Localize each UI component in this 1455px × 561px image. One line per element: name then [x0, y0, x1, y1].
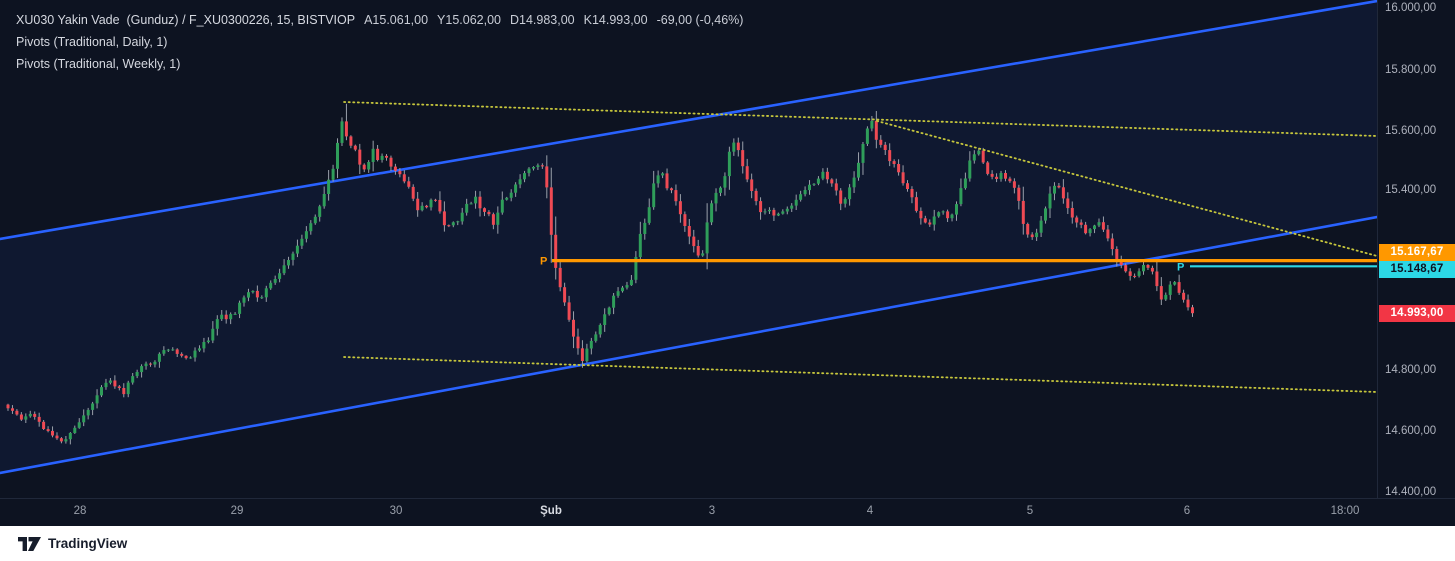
daily-pivot-price-badge: 15.167,67 [1379, 244, 1455, 261]
price-axis-label: 16.000,00 [1385, 2, 1437, 14]
price-axis[interactable]: 16.000,00 15.800,00 15.600,00 15.400,00 14.8… [1377, 0, 1455, 498]
weekly-pivot-price-badge: 15.148,67 [1379, 261, 1455, 278]
time-axis-label: Şub [540, 505, 562, 517]
indicator-legend-weekly-pivots[interactable]: Pivots (Traditional, Weekly, 1) [16, 57, 181, 71]
time-axis-label: 18:00 [1330, 505, 1360, 517]
price-axis-label: 14.600,00 [1385, 425, 1437, 437]
candlestick-series [6, 103, 1194, 445]
trendline-wedge-upper[interactable] [343, 101, 1377, 137]
trendline-wedge-lower[interactable] [343, 356, 1377, 393]
channel-fill [0, 1, 1377, 473]
time-axis-label: 29 [230, 505, 244, 517]
time-axis[interactable]: 28 29 30 Şub 3 4 5 6 18:00 [0, 498, 1455, 527]
time-axis-label: 28 [73, 505, 87, 517]
trendline-wedge-diagonal[interactable] [876, 120, 1377, 257]
time-axis-label: 6 [1183, 505, 1191, 517]
footer-bar: TradingView [0, 526, 1455, 561]
ohlc-open: A15.061,00 [364, 13, 429, 27]
time-axis-label: 5 [1026, 505, 1034, 517]
time-axis-label: 30 [389, 505, 403, 517]
price-axis-label: 14.400,00 [1385, 486, 1437, 498]
weekly-pivot-line-label: P [1177, 261, 1184, 273]
tradingview-brand-text[interactable]: TradingView [48, 536, 128, 551]
price-axis-label: 15.800,00 [1385, 64, 1437, 76]
change-value: -69,00 (-0,46%) [656, 13, 744, 27]
price-axis-label: 15.400,00 [1385, 184, 1437, 196]
ohlc-high: Y15.062,00 [437, 13, 501, 27]
daily-pivot-line-label: P [540, 256, 547, 268]
symbol-legend-row[interactable]: XU030 Yakin Vade (Gunduz) / F_XU0300226,… [16, 13, 743, 28]
tradingview-logo-icon[interactable] [18, 536, 41, 551]
trendline-channel-upper[interactable] [0, 0, 1377, 241]
chart-legend: XU030 Yakin Vade (Gunduz) / F_XU0300226,… [16, 13, 743, 79]
indicator-legend-daily-pivots[interactable]: Pivots (Traditional, Daily, 1) [16, 35, 168, 49]
time-axis-label: 4 [866, 505, 874, 517]
symbol-title: XU030 Yakin Vade (Gunduz) / F_XU0300226,… [16, 13, 356, 27]
ohlc-close: K14.993,00 [583, 13, 648, 27]
price-axis-label: 14.800,00 [1385, 364, 1437, 376]
time-axis-label: 3 [708, 505, 716, 517]
ohlc-low: D14.983,00 [510, 13, 575, 27]
last-price-badge: 14.993,00 [1379, 305, 1455, 322]
price-axis-label: 15.600,00 [1385, 125, 1437, 137]
